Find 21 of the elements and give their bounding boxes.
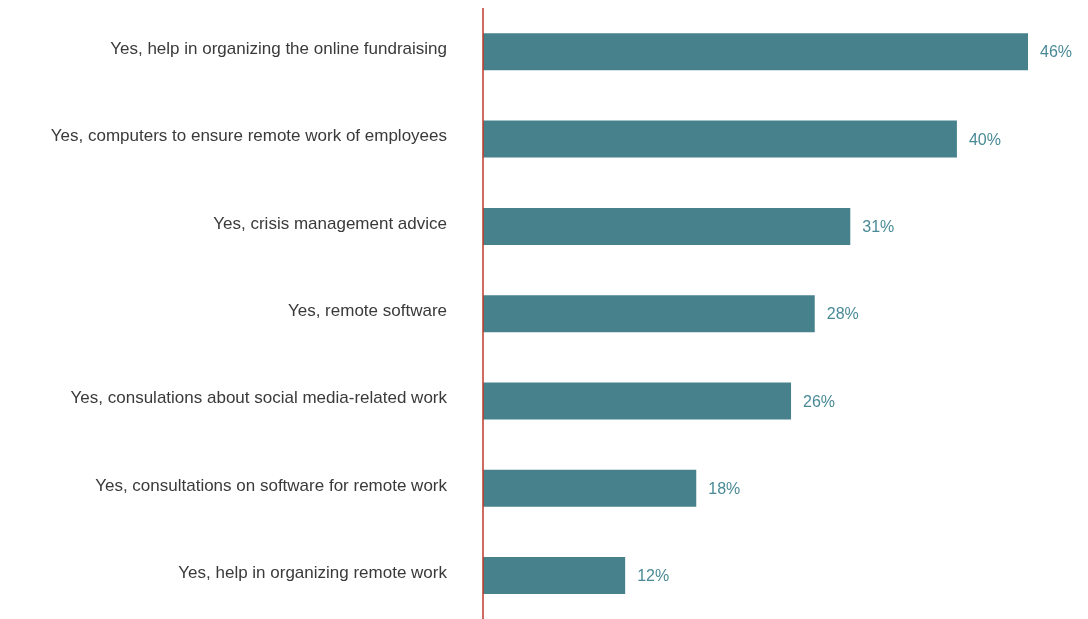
data-label: 12%	[637, 567, 670, 585]
bar	[483, 557, 626, 595]
data-label: 40%	[968, 130, 1001, 148]
bar	[483, 207, 851, 245]
data-label: 46%	[1040, 43, 1073, 61]
data-label: 26%	[803, 392, 836, 410]
bar	[483, 382, 792, 420]
y-tick-label: Yes, crisis management advice	[213, 213, 447, 233]
y-tick-label: Yes, computers to ensure remote work of employees	[50, 126, 447, 146]
bar	[483, 469, 697, 507]
y-tick-label: Yes, help in organizing the online fundraising	[110, 39, 447, 59]
bar	[483, 33, 1028, 71]
data-label: 31%	[862, 218, 895, 236]
bar	[483, 295, 815, 333]
y-tick-label: Yes, consulations about social media-related work	[70, 388, 448, 408]
data-label: 18%	[708, 479, 741, 497]
bar	[483, 120, 957, 158]
y-tick-label: Yes, help in organizing remote work	[178, 562, 448, 582]
y-tick-label: Yes, remote software	[287, 300, 447, 320]
y-tick-label: Yes, consultations on software for remote work	[95, 475, 448, 495]
data-label: 28%	[826, 305, 859, 323]
